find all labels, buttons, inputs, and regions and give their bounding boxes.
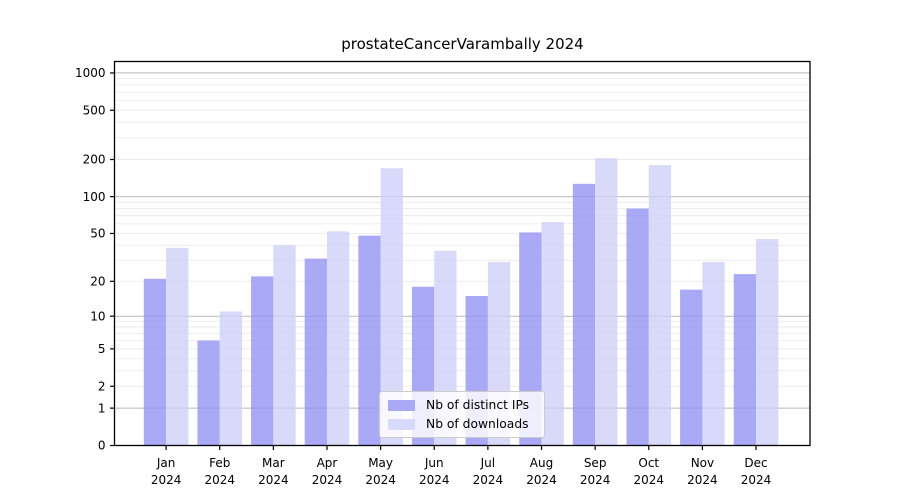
bar-nb-of-distinct-ips-jan: [143, 278, 167, 446]
bar-nb-of-downloads-apr: [326, 231, 350, 446]
legend-swatch-distinct-ips: [388, 399, 415, 411]
x-tick-label-jan: Jan 2024: [151, 456, 182, 487]
bar-nb-of-downloads-sep: [595, 158, 618, 446]
bar-nb-of-distinct-ips-feb: [197, 340, 220, 446]
legend-label-downloads: Nb of downloads: [426, 417, 529, 431]
x-tick-label-oct: Oct 2024: [633, 456, 664, 487]
x-tick-label-jul: Jul 2024: [473, 456, 504, 487]
legend-swatch-downloads: [388, 418, 415, 430]
x-tick-label-feb: Feb 2024: [204, 456, 235, 487]
x-tick-label-sep: Sep 2024: [580, 456, 611, 487]
x-tick-label-aug: Aug 2024: [526, 456, 557, 487]
x-tick-label-nov: Nov 2024: [687, 456, 718, 487]
bar-nb-of-downloads-jan: [166, 247, 189, 446]
y-tick-label-500: 500: [83, 103, 106, 117]
bar-nb-of-distinct-ips-apr: [304, 258, 327, 446]
bar-nb-of-downloads-mar: [273, 245, 296, 446]
legend-label-distinct-ips: Nb of distinct IPs: [426, 398, 530, 412]
y-tick-label-10: 10: [90, 309, 105, 323]
y-tick-label-1000: 1000: [75, 66, 106, 80]
x-tick-label-apr: Apr 2024: [312, 456, 343, 487]
bar-nb-of-downloads-nov: [702, 262, 725, 446]
y-tick-label-50: 50: [90, 227, 105, 241]
x-tick-label-may: May 2024: [365, 456, 396, 487]
plot-frame: [113, 60, 811, 447]
y-tick-label-200: 200: [83, 153, 106, 167]
y-tick-label-0: 0: [98, 439, 106, 453]
bar-nb-of-downloads-oct: [648, 165, 672, 446]
bar-nb-of-downloads-aug: [541, 222, 564, 446]
x-tick-label-dec: Dec 2024: [741, 456, 772, 487]
legend-item-downloads: Nb of downloads: [388, 417, 536, 431]
chart-title: prostateCancerVarambally 2024: [341, 35, 584, 53]
bar-nb-of-distinct-ips-nov: [680, 289, 703, 446]
y-tick-label-20: 20: [90, 275, 105, 289]
bar-nb-of-distinct-ips-dec: [733, 274, 757, 446]
y-tick-label-1: 1: [98, 401, 106, 415]
y-tick-label-100: 100: [83, 190, 106, 204]
bar-nb-of-distinct-ips-mar: [251, 276, 274, 446]
x-tick-label-jun: Jun 2024: [419, 456, 450, 487]
bar-nb-of-downloads-dec: [756, 239, 779, 446]
bar-nb-of-distinct-ips-sep: [572, 183, 596, 446]
bar-nb-of-downloads-feb: [219, 311, 243, 446]
bar-nb-of-distinct-ips-may: [358, 235, 381, 446]
legend: Nb of distinct IPs Nb of downloads: [379, 391, 545, 438]
legend-item-distinct-ips: Nb of distinct IPs: [388, 398, 536, 412]
y-tick-label-5: 5: [98, 342, 106, 356]
bar-nb-of-distinct-ips-oct: [626, 208, 649, 446]
y-tick-label-2: 2: [98, 379, 106, 393]
bar-nb-of-downloads-may: [380, 168, 403, 446]
x-tick-label-mar: Mar 2024: [258, 456, 289, 487]
